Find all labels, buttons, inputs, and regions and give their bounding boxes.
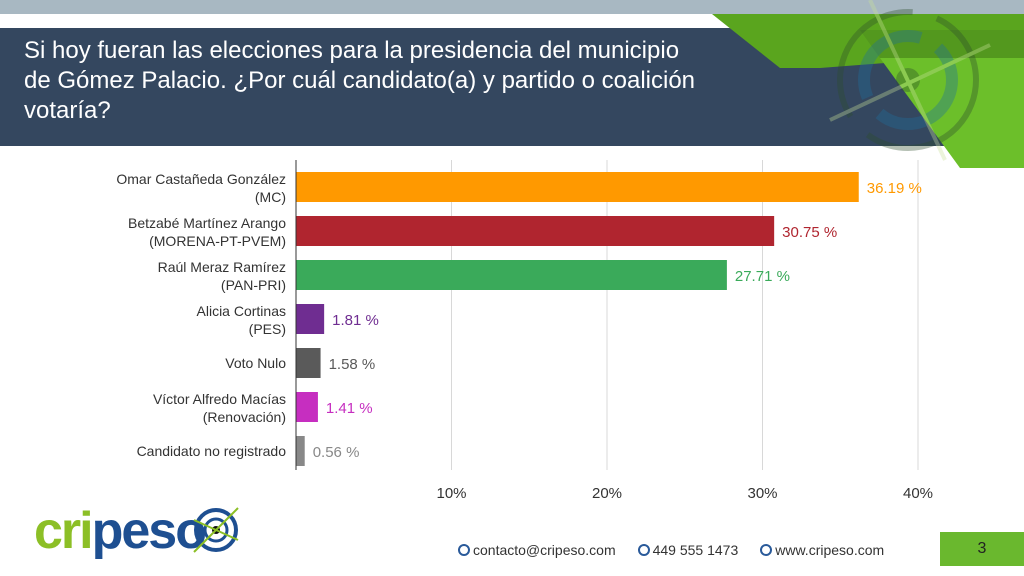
x-tick-label: 20%: [592, 485, 622, 502]
value-label: 30.75 %: [782, 224, 837, 241]
category-label: (MORENA-PT-PVEM): [149, 233, 286, 249]
value-label: 1.81 %: [332, 312, 379, 329]
category-label: (PES): [249, 321, 286, 337]
category-label: Víctor Alfredo Macías: [153, 391, 286, 407]
value-label: 1.58 %: [329, 356, 376, 373]
page-number: 3: [940, 532, 1024, 566]
slide-title: Si hoy fueran las elecciones para la pre…: [24, 37, 696, 124]
category-label: (MC): [255, 189, 286, 205]
cripeso-logo: cripeso: [34, 500, 244, 567]
globe-icon: [458, 544, 470, 556]
value-label: 27.71 %: [735, 268, 790, 285]
category-label: Betzabé Martínez Arango: [128, 215, 286, 231]
category-label: Raúl Meraz Ramírez: [158, 259, 286, 275]
bar: [296, 172, 859, 202]
value-label: 36.19 %: [867, 180, 922, 197]
globe-icon: [760, 544, 773, 556]
footer-email[interactable]: contacto@cripeso.com: [473, 542, 616, 558]
svg-text:cripeso: cripeso: [34, 502, 205, 560]
bar: [296, 216, 775, 246]
footer-web[interactable]: www.cripeso.com: [775, 542, 885, 558]
value-label: 1.41 %: [326, 400, 373, 417]
x-tick-label: 40%: [903, 485, 933, 502]
category-label: Omar Castañeda González: [116, 171, 286, 187]
bar-chart: 36.19 % Omar Castañeda González (MC) 30.75 …: [116, 160, 933, 502]
value-label: 0.56 %: [313, 444, 360, 461]
x-tick-label: 10%: [436, 485, 466, 502]
x-tick-label: 30%: [747, 485, 777, 502]
category-label: Voto Nulo: [225, 355, 286, 371]
footer-phone: 449 555 1473: [652, 542, 739, 558]
bar: [296, 304, 325, 334]
category-label: Alicia Cortinas: [197, 303, 286, 319]
category-label: (PAN-PRI): [221, 277, 286, 293]
bar: [296, 436, 305, 466]
globe-icon: [637, 544, 650, 556]
bar: [296, 392, 318, 422]
bar: [296, 260, 727, 290]
footer-contacts: contacto@cripeso.com 449 555 1473 www.cr…: [458, 542, 884, 558]
bar: [296, 348, 321, 378]
header-decoration: [710, 0, 1024, 168]
category-label: Candidato no registrado: [137, 443, 287, 459]
category-label: (Renovación): [203, 409, 286, 425]
target-watermark-icon: [829, 0, 991, 161]
